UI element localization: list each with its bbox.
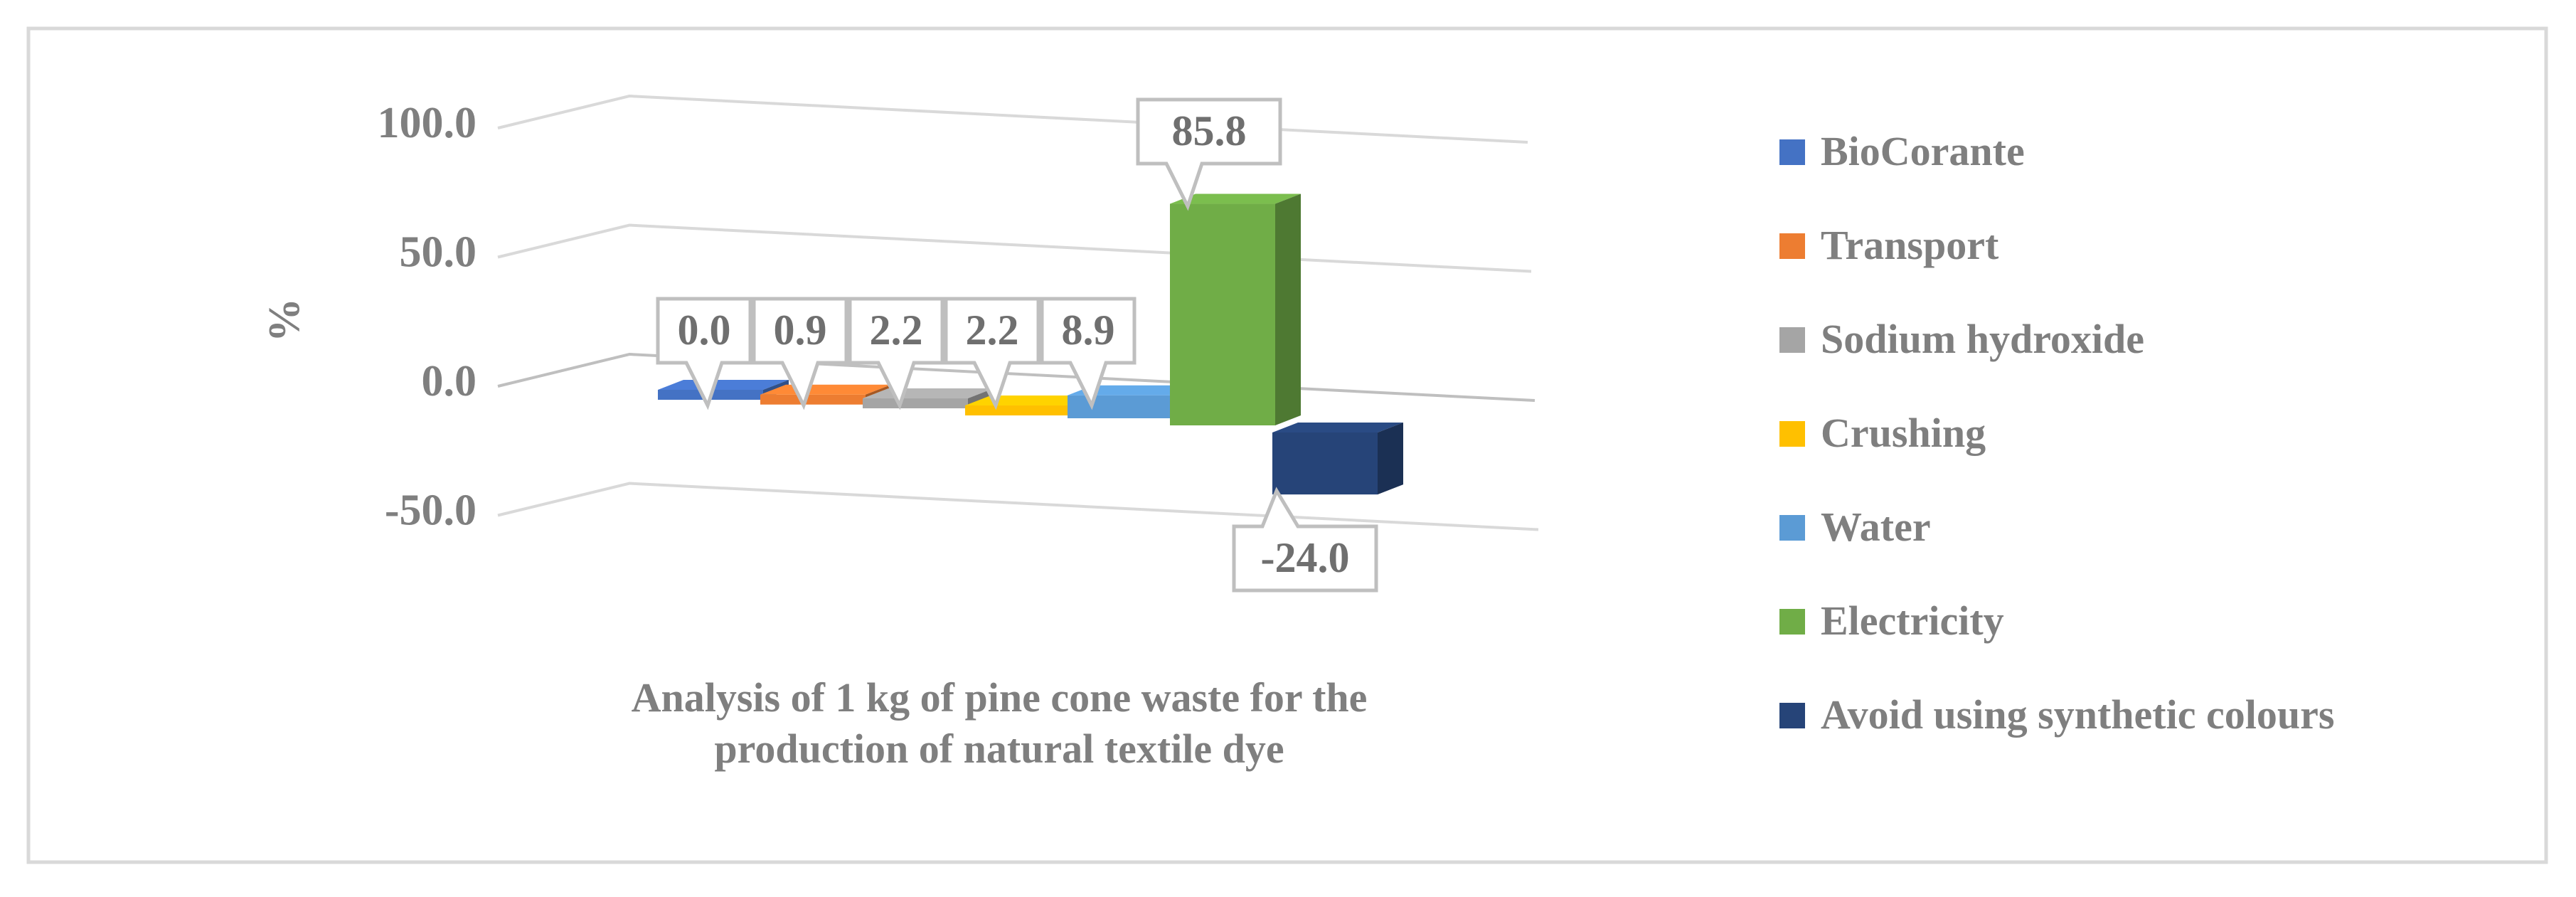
bar-front	[760, 394, 866, 405]
data-label-box	[1136, 97, 1282, 211]
legend-item: Transport	[1779, 222, 1999, 268]
legend-item: Crushing	[1779, 410, 1986, 456]
legend-label: Electricity	[1821, 598, 2004, 644]
data-label-3: 2.2	[944, 297, 1040, 410]
legend-label: Crushing	[1821, 410, 1986, 456]
bar-avoid-using-synthetic-colours	[1272, 423, 1403, 495]
bar-side	[1275, 193, 1301, 425]
data-label-text: 8.9	[1062, 307, 1115, 354]
bars	[658, 193, 1403, 495]
bar-front	[1170, 203, 1275, 425]
y-axis-label: %	[260, 298, 309, 342]
data-label-box	[848, 297, 944, 410]
legend-swatch	[1779, 327, 1805, 353]
y-tick-label: 0.0	[422, 357, 477, 405]
bar-top	[1272, 423, 1403, 432]
bar-front	[1272, 432, 1378, 495]
legend-item: Electricity	[1779, 598, 2004, 644]
legend-label: Water	[1821, 504, 1931, 550]
data-label-box	[752, 297, 848, 410]
legend-swatch	[1779, 233, 1805, 259]
data-label-5: 85.8	[1136, 97, 1282, 211]
x-category-line: Analysis of 1 kg of pine cone waste for …	[632, 674, 1368, 721]
legend-swatch	[1779, 421, 1805, 447]
data-label-6: -24.0	[1232, 487, 1378, 593]
bar-water	[1068, 385, 1198, 418]
data-label-box	[944, 297, 1040, 410]
bar-side	[1378, 423, 1403, 495]
data-label-text: 0.0	[678, 307, 731, 354]
gridline	[497, 482, 1539, 531]
data-label-box	[656, 297, 752, 410]
legend-label: Sodium hydroxide	[1821, 316, 2144, 362]
legend-swatch	[1779, 139, 1805, 165]
legend-swatch	[1779, 703, 1805, 728]
data-label-1: 0.9	[752, 297, 848, 410]
data-label-box	[1040, 297, 1137, 410]
bar-electricity	[1170, 193, 1301, 425]
data-label-4: 8.9	[1040, 297, 1137, 410]
data-labels: 0.0 0.9 2.2 2.2 8.9 85.8 -24.0	[656, 97, 1378, 593]
legend-swatch	[1779, 609, 1805, 635]
data-label-text: -24.0	[1261, 534, 1350, 581]
bar-top	[1170, 193, 1301, 204]
bar-front	[1068, 395, 1173, 418]
x-category-label: Analysis of 1 kg of pine cone waste for …	[632, 674, 1368, 772]
data-label-text: 85.8	[1172, 107, 1247, 154]
bar-top	[1068, 385, 1198, 396]
legend-swatch	[1779, 515, 1805, 541]
y-axis-ticks: 100.0 50.0 0.0 -50.0	[378, 99, 477, 535]
data-label-text: 2.2	[966, 307, 1019, 354]
legend-item: Sodium hydroxide	[1779, 316, 2144, 362]
y-tick-label: 100.0	[378, 99, 477, 147]
y-tick-label: -50.0	[385, 487, 477, 535]
legend-label: Transport	[1821, 222, 1999, 268]
data-label-text: 0.9	[774, 307, 827, 354]
x-category-line: production of natural textile dye	[714, 726, 1284, 772]
bar-front	[965, 405, 1070, 416]
legend-label: BioCorante	[1821, 128, 2025, 174]
legend-item: Avoid using synthetic colours	[1779, 691, 2334, 738]
y-tick-label: 50.0	[400, 228, 477, 277]
legend: BioCorante Transport Sodium hydroxide Crush…	[1779, 128, 2334, 738]
data-label-0: 0.0	[656, 297, 752, 410]
data-label-text: 2.2	[870, 307, 923, 354]
legend-item: Water	[1779, 504, 1931, 550]
bar-top	[658, 380, 789, 390]
data-label-2: 2.2	[848, 297, 944, 410]
bar-front	[863, 398, 968, 409]
data-label-box	[1232, 487, 1378, 593]
legend-label: Avoid using synthetic colours	[1821, 691, 2334, 738]
legend-item: BioCorante	[1779, 128, 2025, 174]
